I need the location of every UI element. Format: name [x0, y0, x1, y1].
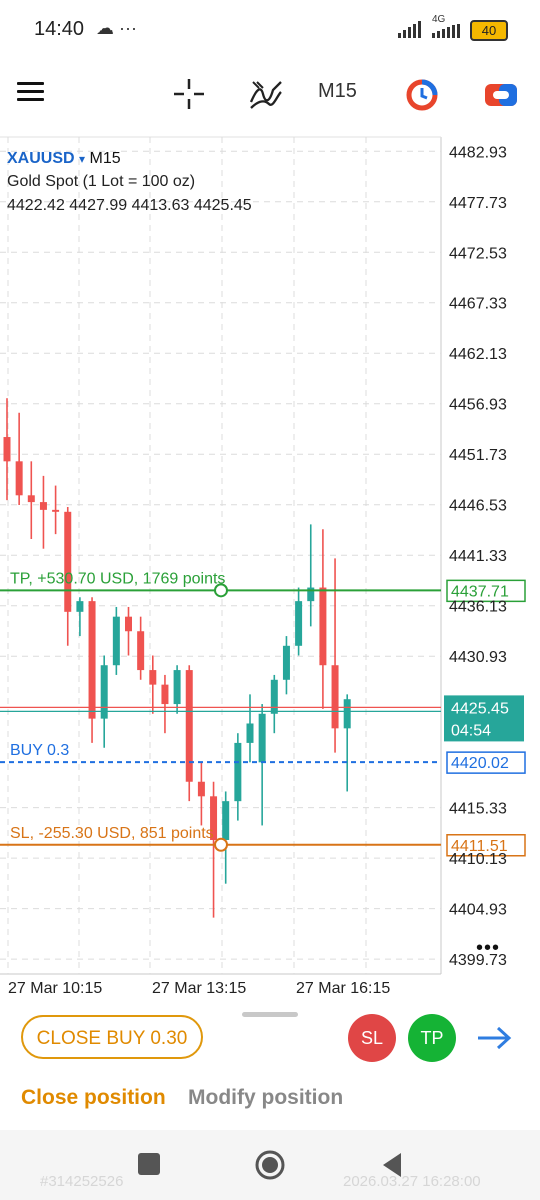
candle-body	[295, 601, 303, 646]
candle-body	[210, 796, 218, 841]
tp-price-label: 4437.71	[451, 583, 509, 600]
price-tick-label: 4462.13	[449, 346, 507, 363]
price-tick-label: 4482.93	[449, 144, 507, 161]
one-click-trading-icon[interactable]	[405, 78, 439, 112]
time-tick-label: 27 Mar 10:15	[8, 980, 102, 997]
sl-button[interactable]: SL	[348, 1014, 396, 1062]
price-tick-label: 4467.33	[449, 296, 507, 313]
position-id: #314252526	[40, 1173, 124, 1190]
sl-price-tag	[446, 834, 526, 857]
price-tick-label: 4451.73	[449, 447, 507, 464]
price-chart[interactable]: 4425.45 04:54 4437.71 TP, +530.70 USD, 1769…	[0, 135, 540, 1005]
timeframe-button[interactable]: M15	[318, 80, 357, 102]
price-tick-label: 4415.33	[449, 801, 507, 818]
home-button[interactable]	[254, 1149, 286, 1181]
candle-body	[52, 509, 60, 512]
symbol-name: XAUUSD	[7, 150, 75, 167]
current-price-tag	[444, 695, 524, 742]
price-tick-label: 4410.13	[449, 851, 507, 868]
recents-button[interactable]	[138, 1153, 160, 1175]
price-axis: 4482.93 4477.73 4472.53 4467.33 4462.13 4456.…	[8, 144, 507, 997]
candle-body	[258, 713, 266, 763]
candle-body	[282, 645, 290, 680]
candle-body	[185, 670, 193, 782]
candle-body	[125, 616, 132, 632]
more-icon[interactable]: •••	[476, 937, 501, 959]
candle-body	[27, 495, 35, 503]
candles	[3, 398, 351, 918]
price-tick-label: 4430.93	[449, 649, 507, 666]
price-tick-label: 4456.93	[449, 397, 507, 414]
candle-body	[331, 665, 339, 729]
arrow-right-icon[interactable]	[474, 1022, 514, 1054]
tp-button[interactable]: TP	[408, 1014, 456, 1062]
indicators-icon[interactable]	[249, 78, 283, 110]
tp-price-tag	[446, 579, 526, 603]
network-type: 4G	[432, 14, 446, 25]
candle-body	[307, 587, 315, 602]
price-tick-label: 4436.13	[449, 599, 507, 616]
tp-drag-handle	[214, 583, 228, 598]
candle-body	[197, 781, 205, 797]
price-tick-label: 4404.93	[449, 902, 507, 919]
sl-drag-handle	[214, 837, 228, 852]
candle-body	[234, 742, 242, 802]
time-tick-label: 27 Mar 16:15	[296, 980, 390, 997]
buy-price-tag	[446, 751, 526, 774]
buy-price-label: 4420.02	[451, 755, 509, 772]
symbol-selector[interactable]: XAUUSD ▾ M15	[7, 150, 121, 168]
candle-body	[246, 723, 254, 743]
tab-modify-position[interactable]: Modify position	[188, 1086, 344, 1109]
crosshair-icon[interactable]	[173, 78, 205, 110]
back-button[interactable]	[380, 1151, 404, 1179]
candle-body	[222, 801, 230, 841]
candle-body	[173, 670, 181, 705]
current-price-label: 4425.45	[451, 700, 509, 717]
signal-icon-4g	[432, 24, 460, 38]
battery-icon: 40	[470, 20, 508, 41]
candle-body	[100, 665, 108, 719]
ohlc-values: 4422.42 4427.99 4413.63 4425.45	[7, 197, 252, 214]
candle-body	[112, 616, 120, 666]
sl-price-label: 4411.51	[451, 838, 508, 855]
chart-timeframe: M15	[89, 150, 121, 167]
candle-body	[15, 461, 23, 496]
hamburger-icon[interactable]	[17, 82, 44, 104]
time-tick-label: 27 Mar 13:15	[152, 980, 246, 997]
status-time: 14:40	[34, 18, 85, 40]
symbol-description: Gold Spot (1 Lot = 100 oz)	[7, 173, 196, 190]
price-tick-label: 4446.53	[449, 498, 507, 515]
close-buy-button[interactable]: CLOSE BUY 0.30	[21, 1015, 203, 1059]
price-tick-label: 4441.33	[449, 548, 507, 565]
candle-body	[161, 684, 169, 705]
chart-grid	[0, 136, 442, 975]
status-notification-icons: ☁ ···	[96, 18, 137, 38]
price-tick-label: 4399.73	[449, 952, 507, 969]
candle-body	[39, 502, 47, 510]
tab-close-position[interactable]: Close position	[21, 1086, 166, 1109]
signal-icon	[398, 21, 421, 38]
tp-label: TP, +530.70 USD, 1769 points	[10, 570, 225, 587]
candle-body	[3, 437, 11, 462]
trade-icon[interactable]	[483, 80, 519, 110]
candle-body	[76, 601, 84, 612]
candle-body	[270, 679, 278, 714]
price-tick-label: 4472.53	[449, 245, 507, 262]
candle-body	[137, 631, 145, 671]
candle-body	[149, 670, 157, 685]
chevron-down-icon: ▾	[79, 152, 86, 166]
sl-label: SL, -255.30 USD, 851 points	[10, 825, 214, 842]
candle-body	[343, 699, 351, 729]
drag-handle[interactable]	[242, 1012, 298, 1017]
price-tick-label: 4477.73	[449, 195, 507, 212]
bar-countdown: 04:54	[451, 722, 491, 739]
buy-label: BUY 0.3	[10, 742, 69, 759]
position-date: 2026.03.27 16:28:00	[343, 1173, 481, 1190]
candle-body	[319, 587, 327, 666]
order-levels[interactable]: 4425.45 04:54 4437.71 TP, +530.70 USD, 1769…	[0, 570, 526, 857]
candle-body	[64, 511, 72, 612]
candle-body	[88, 601, 96, 719]
